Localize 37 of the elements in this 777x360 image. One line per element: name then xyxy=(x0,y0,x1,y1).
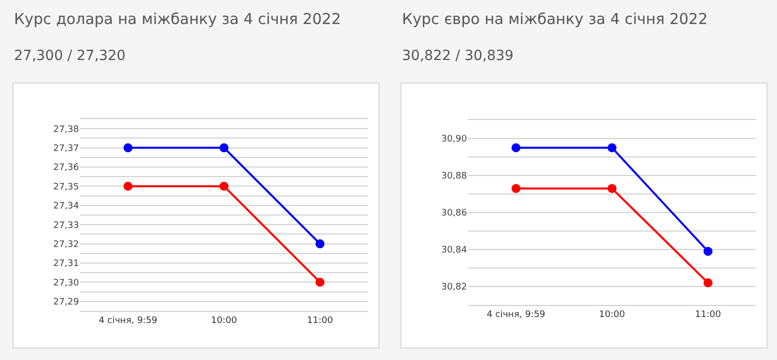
x-tick-label: 11:00 xyxy=(695,310,722,320)
point xyxy=(512,184,520,193)
chart-subtitle: 27,300 / 27,320 xyxy=(14,48,126,64)
y-tick-label: 27,31 xyxy=(53,259,79,270)
x-tick-label: 10:00 xyxy=(599,310,626,320)
point xyxy=(608,184,616,193)
x-tick-label: 4 січня, 9:59 xyxy=(98,316,158,326)
y-tick-label: 30,90 xyxy=(441,134,468,145)
chart-subtitle: 30,822 / 30,839 xyxy=(402,48,514,64)
y-tick-label: 27,37 xyxy=(53,144,79,154)
point xyxy=(316,278,324,287)
chart-title: Курс долара на міжбанку за 4 січня 2022 xyxy=(14,10,341,28)
point xyxy=(220,143,228,152)
y-tick-label: 27,38 xyxy=(53,124,80,135)
x-tick-label: 11:00 xyxy=(307,316,334,326)
y-tick-label: 27,34 xyxy=(53,202,80,212)
point xyxy=(704,246,712,256)
y-tick-label: 27,29 xyxy=(53,298,80,308)
y-tick-label: 27,33 xyxy=(53,220,79,231)
y-tick-label: 30,82 xyxy=(441,282,467,293)
point xyxy=(704,278,712,288)
x-tick-label: 4 січня, 9:59 xyxy=(486,310,546,320)
y-tick-label: 27,30 xyxy=(53,278,80,288)
chart-title: Курс євро на міжбанку за 4 січня 2022 xyxy=(402,10,708,28)
y-tick-label: 30,88 xyxy=(441,172,468,182)
point xyxy=(220,182,228,191)
y-tick-label: 30,84 xyxy=(441,246,468,256)
y-tick-label: 27,35 xyxy=(53,182,79,192)
point xyxy=(316,239,324,248)
y-tick-label: 30,86 xyxy=(441,208,468,219)
point xyxy=(512,143,520,152)
y-tick-label: 27,32 xyxy=(53,240,79,250)
point xyxy=(124,182,132,191)
x-tick-label: 10:00 xyxy=(211,316,238,326)
point xyxy=(124,143,132,152)
y-tick-label: 27,36 xyxy=(53,163,80,174)
point xyxy=(608,143,616,152)
